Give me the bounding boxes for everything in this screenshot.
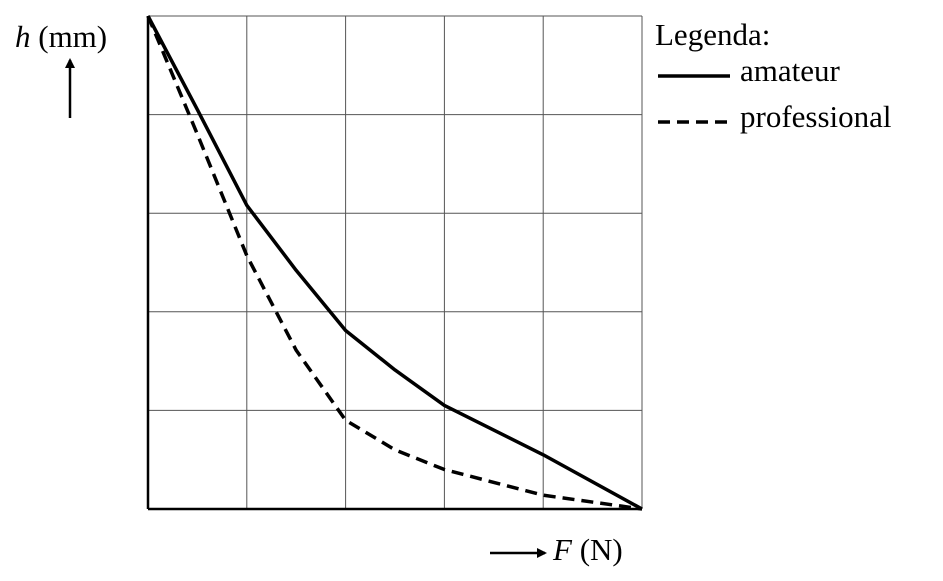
legend-label: amateur [740,53,841,88]
y-axis-label: h (mm) [15,19,107,54]
y-unit: (mm) [38,19,107,54]
x-symbol: F [552,532,573,567]
x-axis-label: F (N) [552,532,623,567]
y-symbol: h [15,19,31,54]
series-line [146,15,643,511]
x-unit: (N) [580,532,623,567]
legend-label: professional [740,99,892,134]
legend-title: Legenda: [655,17,770,52]
series-line [146,15,643,511]
